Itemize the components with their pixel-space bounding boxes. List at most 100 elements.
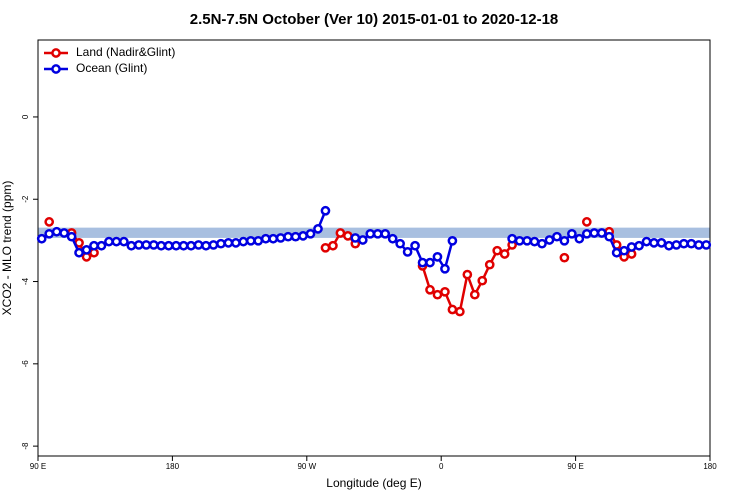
data-point bbox=[96, 240, 107, 251]
data-point bbox=[305, 228, 316, 239]
data-point bbox=[581, 217, 592, 227]
data-point bbox=[357, 235, 368, 245]
data-point bbox=[492, 245, 503, 256]
data-point bbox=[544, 235, 555, 245]
data-point bbox=[432, 251, 443, 262]
data-point bbox=[432, 289, 443, 300]
data-point bbox=[201, 240, 211, 251]
y-tick-label: -8 bbox=[21, 442, 30, 450]
data-point bbox=[604, 231, 615, 242]
data-point bbox=[320, 205, 331, 216]
data-point bbox=[693, 240, 704, 250]
data-point bbox=[111, 236, 122, 247]
data-point bbox=[171, 240, 181, 251]
data-point bbox=[589, 228, 600, 238]
data-point bbox=[380, 228, 391, 239]
y-tick-label: -4 bbox=[21, 277, 30, 285]
data-point bbox=[701, 240, 712, 250]
data-point bbox=[686, 238, 697, 249]
data-point bbox=[507, 233, 517, 244]
data-point bbox=[268, 233, 279, 244]
data-point bbox=[462, 269, 473, 280]
data-point bbox=[193, 240, 204, 250]
data-point bbox=[141, 240, 152, 250]
data-point bbox=[559, 252, 570, 263]
x-tick-label: 90 W bbox=[297, 462, 316, 471]
chart-title: 2.5N-7.5N October (Ver 10) 2015-01-01 to… bbox=[190, 11, 559, 28]
data-point bbox=[440, 263, 450, 274]
x-tick-label: 0 bbox=[439, 462, 444, 471]
data-point bbox=[156, 240, 167, 251]
legend-label: Ocean (Glint) bbox=[76, 61, 147, 75]
data-point bbox=[447, 235, 458, 246]
data-point bbox=[649, 238, 659, 248]
data-point bbox=[626, 242, 637, 252]
data-point bbox=[581, 228, 592, 239]
legend-marker bbox=[51, 48, 61, 58]
data-point bbox=[656, 238, 667, 248]
y-tick-label: -6 bbox=[21, 360, 30, 368]
data-point bbox=[402, 247, 413, 257]
data-point bbox=[126, 240, 137, 251]
data-point bbox=[425, 257, 435, 268]
data-point bbox=[552, 231, 562, 242]
data-point bbox=[44, 217, 55, 227]
data-point bbox=[395, 238, 405, 249]
data-point bbox=[499, 249, 510, 259]
data-point bbox=[186, 240, 196, 251]
data-point bbox=[36, 233, 47, 244]
data-point bbox=[260, 233, 271, 244]
legend-marker bbox=[51, 64, 61, 74]
data-point bbox=[148, 240, 159, 250]
data-point bbox=[567, 228, 577, 239]
data-point bbox=[313, 224, 323, 234]
x-tick-label: 180 bbox=[703, 462, 717, 471]
data-point bbox=[245, 235, 256, 246]
data-point bbox=[231, 238, 241, 248]
data-point bbox=[484, 259, 495, 270]
data-point bbox=[89, 240, 99, 251]
data-point bbox=[529, 236, 540, 247]
data-point bbox=[163, 240, 174, 251]
data-point bbox=[596, 228, 607, 238]
x-axis-label: Longitude (deg E) bbox=[326, 476, 421, 490]
y-tick-label: -2 bbox=[21, 195, 30, 203]
data-point bbox=[679, 238, 689, 249]
data-point bbox=[298, 231, 308, 241]
data-point bbox=[611, 247, 622, 258]
data-point bbox=[44, 228, 55, 239]
data-point bbox=[477, 275, 488, 286]
data-point bbox=[178, 240, 189, 251]
data-point bbox=[238, 236, 249, 247]
data-point bbox=[447, 304, 458, 315]
y-tick-label: 0 bbox=[21, 114, 30, 119]
data-point bbox=[641, 236, 652, 247]
data-point bbox=[223, 238, 234, 248]
data-point bbox=[372, 228, 383, 239]
x-tick-label: 90 E bbox=[567, 462, 583, 471]
data-point bbox=[343, 231, 353, 241]
x-tick-label: 180 bbox=[166, 462, 180, 471]
data-point bbox=[537, 238, 547, 249]
data-point bbox=[275, 233, 286, 243]
data-point bbox=[574, 233, 585, 244]
data-point bbox=[619, 245, 629, 256]
data-point bbox=[133, 240, 144, 250]
data-point bbox=[455, 306, 465, 317]
y-axis-label: XCO2 - MLO trend (ppm) bbox=[0, 181, 14, 316]
data-point bbox=[425, 284, 435, 295]
data-point bbox=[283, 231, 293, 242]
data-point bbox=[66, 231, 77, 242]
data-point bbox=[74, 247, 84, 258]
data-point bbox=[634, 240, 644, 251]
data-point bbox=[664, 240, 674, 251]
data-point bbox=[417, 257, 428, 268]
data-point bbox=[119, 236, 129, 247]
data-point bbox=[387, 233, 398, 244]
data-point bbox=[335, 228, 346, 238]
data-point bbox=[514, 235, 525, 246]
data-point bbox=[216, 238, 226, 249]
data-point bbox=[559, 235, 570, 246]
data-point bbox=[522, 235, 532, 246]
